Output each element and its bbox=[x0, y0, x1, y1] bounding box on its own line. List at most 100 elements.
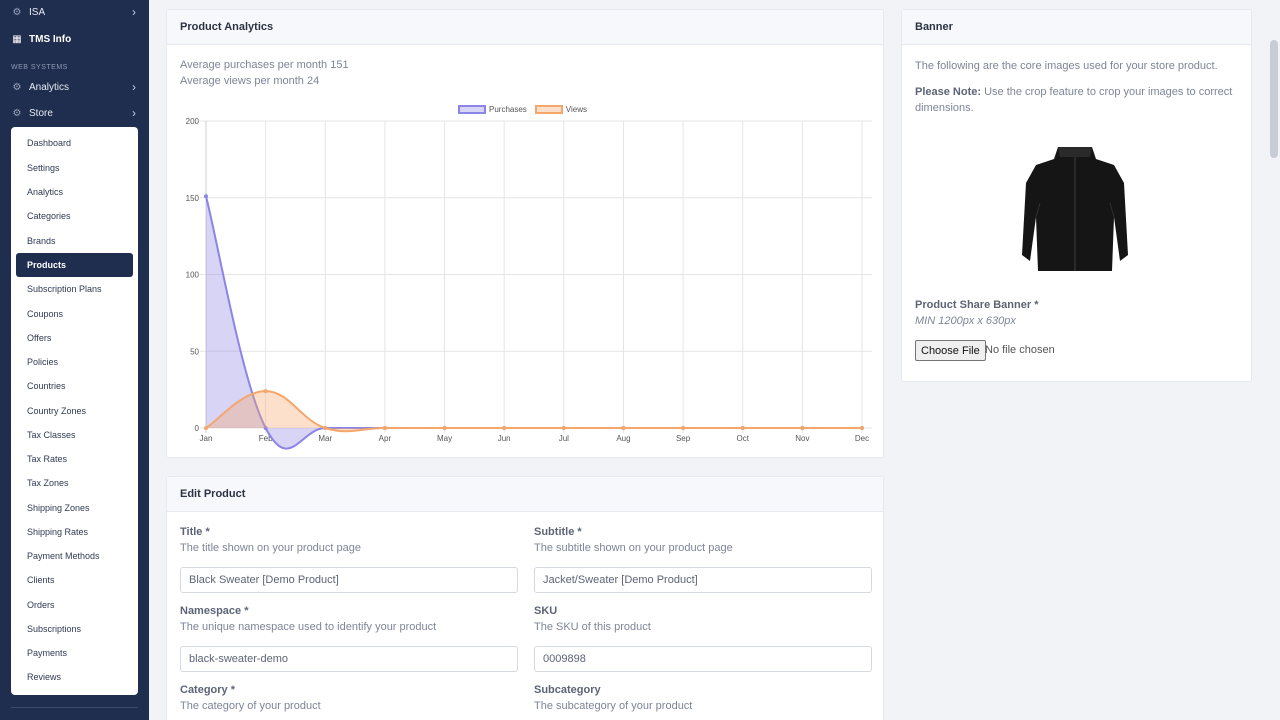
store-menu-item-tax-classes[interactable]: Tax Classes bbox=[27, 430, 76, 440]
banner-intro: The following are the core images used f… bbox=[915, 60, 1218, 72]
sidebar-item-store[interactable]: ⚙ Store › bbox=[0, 105, 149, 121]
card-title: Edit Product bbox=[167, 477, 883, 512]
store-menu-item-shipping-rates[interactable]: Shipping Rates bbox=[27, 527, 89, 537]
subtitle-input[interactable] bbox=[534, 567, 872, 593]
choose-file-button[interactable]: Choose File bbox=[915, 340, 986, 361]
x-tick-label: Mar bbox=[318, 434, 332, 443]
subcategory-label: Subcategory bbox=[534, 684, 601, 696]
legend-label-purchases[interactable]: Purchases bbox=[489, 105, 527, 114]
x-tick-label: Oct bbox=[737, 434, 750, 443]
data-point-views bbox=[561, 426, 566, 430]
namespace-input[interactable] bbox=[180, 646, 518, 672]
scrollbar-thumb[interactable] bbox=[1270, 40, 1278, 158]
chevron-right-icon: › bbox=[132, 80, 136, 94]
gear-icon: ⚙ bbox=[12, 107, 22, 119]
store-menu-item-tax-rates[interactable]: Tax Rates bbox=[27, 454, 68, 464]
store-submenu: Dashboard Settings Analytics Categories Bran… bbox=[11, 127, 138, 695]
store-menu-item-brands[interactable]: Brands bbox=[27, 236, 56, 246]
x-tick-label: Jan bbox=[200, 434, 213, 443]
sidebar-item-tms-info[interactable]: ▦ TMS Info bbox=[0, 31, 149, 47]
y-tick-label: 50 bbox=[190, 347, 199, 356]
banner-note: Please Note: Use the crop feature to cro… bbox=[915, 84, 1240, 116]
store-menu-item-payment-methods[interactable]: Payment Methods bbox=[27, 551, 100, 561]
data-point-views bbox=[382, 426, 387, 430]
data-point-views bbox=[502, 426, 507, 430]
data-point-views bbox=[800, 426, 805, 430]
store-menu-item-payments[interactable]: Payments bbox=[27, 648, 68, 658]
data-point-views bbox=[263, 389, 268, 394]
x-tick-label: Jun bbox=[498, 434, 511, 443]
sidebar: ⚙ ISA › ▦ TMS Info WEB SYSTEMS ⚙ Analyti… bbox=[0, 0, 149, 720]
store-menu-item-subscriptions[interactable]: Subscriptions bbox=[27, 624, 82, 634]
namespace-help: The unique namespace used to identify yo… bbox=[180, 621, 437, 633]
category-help: The category of your product bbox=[180, 700, 321, 712]
store-menu-item-coupons[interactable]: Coupons bbox=[27, 309, 64, 319]
y-tick-label: 100 bbox=[186, 271, 200, 280]
store-menu-item-orders[interactable]: Orders bbox=[27, 600, 55, 610]
title-label: Title * bbox=[180, 526, 210, 538]
subtitle-help: The subtitle shown on your product page bbox=[534, 542, 733, 554]
series-area-views bbox=[206, 391, 862, 432]
y-tick-label: 150 bbox=[186, 194, 200, 203]
data-point-views bbox=[323, 426, 328, 430]
series-line-purchases bbox=[205, 195, 862, 450]
x-tick-label: Apr bbox=[379, 434, 392, 443]
x-tick-label: Aug bbox=[616, 434, 630, 443]
y-tick-label: 0 bbox=[195, 424, 200, 433]
subcategory-help: The subcategory of your product bbox=[534, 700, 693, 712]
store-menu-item-country-zones[interactable]: Country Zones bbox=[27, 406, 87, 416]
product-image bbox=[1022, 147, 1128, 271]
y-tick-label: 200 bbox=[186, 117, 200, 126]
x-tick-label: Sep bbox=[676, 434, 691, 443]
sidebar-item-isa[interactable]: ⚙ ISA › bbox=[0, 4, 149, 20]
store-menu-item-tax-zones[interactable]: Tax Zones bbox=[27, 478, 69, 488]
share-banner-label: Product Share Banner * bbox=[915, 299, 1039, 311]
title-input[interactable] bbox=[180, 567, 518, 593]
x-tick-label: Nov bbox=[795, 434, 809, 443]
series-line-views bbox=[205, 390, 862, 433]
legend-swatch-views bbox=[534, 105, 563, 114]
series-area-purchases bbox=[206, 196, 862, 449]
store-menu-item-categories[interactable]: Categories bbox=[27, 211, 71, 221]
file-status: No file chosen bbox=[985, 344, 1055, 356]
product-analytics-card: Product Analytics Average purchases per … bbox=[166, 9, 884, 458]
store-menu-item-subscription-plans[interactable]: Subscription Plans bbox=[27, 284, 102, 294]
store-menu-item-policies[interactable]: Policies bbox=[27, 357, 59, 367]
store-menu-item-countries[interactable]: Countries bbox=[27, 381, 66, 391]
data-point-purchases bbox=[204, 194, 208, 199]
data-point-views bbox=[442, 426, 447, 430]
store-menu-item-settings[interactable]: Settings bbox=[27, 163, 60, 173]
sidebar-item-label: Store bbox=[29, 107, 53, 119]
info-icon: ▦ bbox=[12, 33, 22, 45]
x-tick-label: May bbox=[437, 434, 452, 443]
store-menu-item-products[interactable]: Products bbox=[16, 253, 133, 277]
gear-icon: ⚙ bbox=[12, 81, 22, 93]
page-scrollbar[interactable] bbox=[1268, 0, 1280, 720]
legend-label-views[interactable]: Views bbox=[565, 105, 587, 114]
data-point-views bbox=[740, 426, 745, 430]
store-menu-item-clients[interactable]: Clients bbox=[27, 575, 55, 585]
card-title: Product Analytics bbox=[167, 10, 883, 45]
min-size-hint: MIN 1200px x 630px bbox=[915, 315, 1016, 327]
data-point-views bbox=[204, 426, 208, 430]
store-menu-item-shipping-zones[interactable]: Shipping Zones bbox=[27, 503, 90, 513]
sidebar-item-analytics[interactable]: ⚙ Analytics › bbox=[0, 79, 149, 95]
banner-card: Banner The following are the core images… bbox=[901, 9, 1252, 382]
x-tick-label: Feb bbox=[259, 434, 273, 443]
data-point-views bbox=[621, 426, 626, 430]
chart-legend: Purchases Views bbox=[458, 105, 587, 114]
data-point-views bbox=[860, 426, 864, 430]
edit-product-card: Edit Product Title * The title shown on … bbox=[166, 476, 884, 720]
analytics-chart: 0 50 100 150 200 Jan Feb Mar Apr May Jun Jul Aug Sep O… bbox=[186, 117, 872, 450]
note-label: Please Note: bbox=[915, 86, 982, 98]
store-menu-item-analytics[interactable]: Analytics bbox=[27, 187, 64, 197]
store-menu-item-dashboard[interactable]: Dashboard bbox=[27, 138, 72, 148]
x-tick-label: Dec bbox=[855, 434, 869, 443]
subtitle-label: Subtitle * bbox=[534, 526, 582, 538]
store-menu-item-reviews[interactable]: Reviews bbox=[27, 672, 62, 682]
store-menu-item-offers[interactable]: Offers bbox=[27, 333, 52, 343]
sidebar-item-label: TMS Info bbox=[29, 33, 72, 45]
data-point-views bbox=[681, 426, 686, 430]
sidebar-section-heading: WEB SYSTEMS bbox=[11, 64, 68, 71]
sku-input[interactable] bbox=[534, 646, 872, 672]
